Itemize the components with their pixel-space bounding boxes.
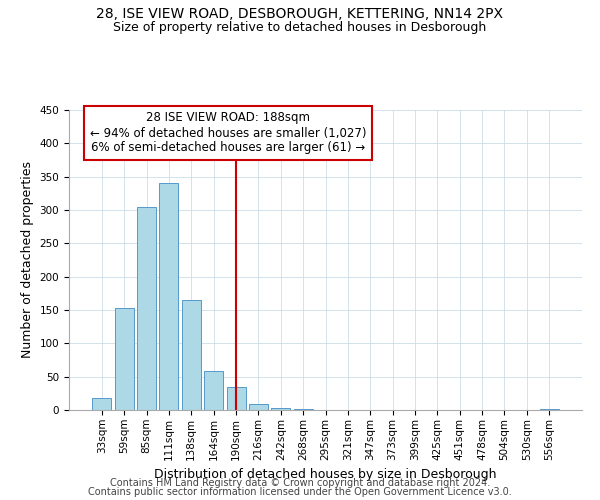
Text: Contains HM Land Registry data © Crown copyright and database right 2024.: Contains HM Land Registry data © Crown c… <box>110 478 490 488</box>
Bar <box>249 404 268 410</box>
X-axis label: Distribution of detached houses by size in Desborough: Distribution of detached houses by size … <box>154 468 497 481</box>
Bar <box>182 300 201 410</box>
Text: Size of property relative to detached houses in Desborough: Size of property relative to detached ho… <box>113 21 487 34</box>
Bar <box>137 206 156 410</box>
Bar <box>115 308 134 410</box>
Text: 28 ISE VIEW ROAD: 188sqm
← 94% of detached houses are smaller (1,027)
6% of semi: 28 ISE VIEW ROAD: 188sqm ← 94% of detach… <box>90 112 366 154</box>
Bar <box>92 398 112 410</box>
Bar <box>160 184 178 410</box>
Bar <box>227 386 245 410</box>
Bar <box>271 408 290 410</box>
Bar <box>204 372 223 410</box>
Text: Contains public sector information licensed under the Open Government Licence v3: Contains public sector information licen… <box>88 487 512 497</box>
Y-axis label: Number of detached properties: Number of detached properties <box>21 162 34 358</box>
Bar <box>539 408 559 410</box>
Text: 28, ISE VIEW ROAD, DESBOROUGH, KETTERING, NN14 2PX: 28, ISE VIEW ROAD, DESBOROUGH, KETTERING… <box>97 8 503 22</box>
